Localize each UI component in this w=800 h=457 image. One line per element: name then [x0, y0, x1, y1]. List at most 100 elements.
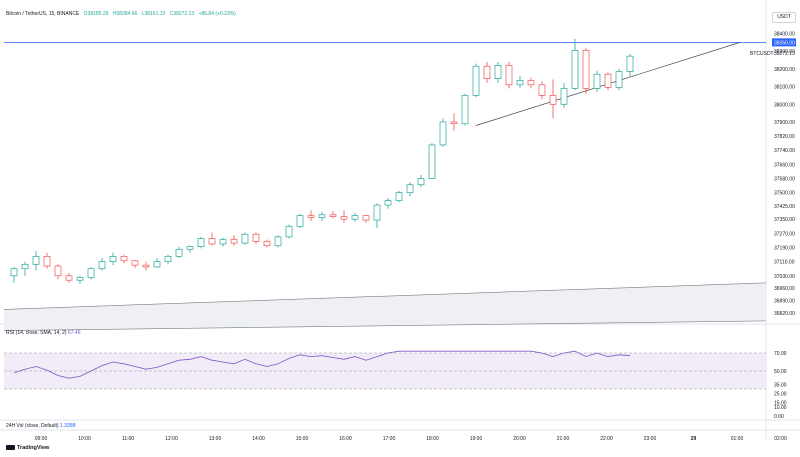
- candle-body: [461, 95, 469, 125]
- time-tick-label: 02:00: [774, 436, 787, 442]
- candle-body: [329, 214, 337, 217]
- candle-body: [593, 73, 601, 89]
- ohlc-high: H38284.66: [112, 11, 138, 17]
- time-tick-label: 19:00: [470, 436, 483, 442]
- price-tick-label: 37270.00: [774, 231, 795, 237]
- price-tick-label: 37580.00: [774, 177, 795, 183]
- candle-body: [340, 216, 348, 220]
- time-tick-label: 11:00: [122, 436, 134, 442]
- price-tick-label: 38200.00: [774, 67, 795, 73]
- tradingview-logo[interactable]: TradingView: [6, 445, 49, 451]
- rsi-tick-label: 35.00: [774, 383, 787, 389]
- rsi-tick-label: 70.00: [774, 351, 787, 357]
- candle-body: [21, 263, 29, 270]
- candle-body: [516, 80, 524, 86]
- candle-body: [549, 95, 557, 105]
- symbol-price-tag-name: BTCUSDT: [750, 51, 774, 57]
- candle-body: [373, 204, 381, 221]
- candle-body: [43, 255, 51, 267]
- price-tick-label: 37350.00: [774, 217, 795, 223]
- time-tick-label: 10:00: [78, 436, 91, 442]
- price-tick-label: 37660.00: [774, 162, 795, 168]
- time-tick-label: 15:00: [296, 436, 309, 442]
- candle-body: [417, 178, 425, 186]
- time-tick-label: 18:00: [426, 436, 439, 442]
- candle-body: [362, 215, 370, 221]
- candle-body: [483, 65, 491, 79]
- candle-body: [571, 49, 579, 89]
- channel-upper-line: [3, 282, 767, 310]
- candle-body: [65, 275, 73, 281]
- candle-body: [439, 121, 447, 146]
- candle-body: [76, 277, 84, 281]
- rsi-tick-label: 50.00: [774, 369, 787, 375]
- candle-body: [318, 214, 326, 218]
- alert-price-tag-label: 38350.00: [774, 40, 795, 46]
- candle-body: [252, 233, 260, 242]
- candle-body: [428, 144, 436, 179]
- chart-header: Bitcoin / TetherUS, 15, BINANCE O38185.2…: [6, 11, 239, 17]
- channel-fill: [4, 282, 766, 331]
- rsi-value: 67.46: [67, 330, 81, 336]
- candle-body: [351, 215, 359, 220]
- price-tick-label: 36960.00: [774, 286, 795, 292]
- candle-body: [274, 236, 282, 247]
- rsi-title: RSI (14, close, SMA, 14, 2): [6, 330, 67, 336]
- time-tick-label: 09:00: [35, 436, 48, 442]
- time-tick-label: 29: [691, 436, 697, 442]
- candle-body: [241, 233, 249, 244]
- time-tick-label: 22:00: [600, 436, 613, 442]
- candle-body: [87, 268, 95, 278]
- symbol-price-tag-value: 38272.13: [774, 51, 795, 57]
- candle-body: [494, 65, 502, 79]
- ohlc-change: +86.84 (+0.23%): [198, 11, 236, 17]
- price-tick-label: 38400.00: [774, 32, 795, 38]
- rsi-legend[interactable]: RSI (14, close, SMA, 14, 2) 67.46: [6, 330, 81, 336]
- rsi-tick-label: 15.00: [774, 401, 787, 407]
- price-tick-label: 37110.00: [774, 260, 795, 266]
- price-tick-label: 38300.00: [774, 49, 795, 55]
- candle-body: [626, 55, 634, 72]
- time-tick-label: 20:00: [513, 436, 526, 442]
- currency-button[interactable]: USDT: [772, 12, 796, 23]
- time-tick-label: 01:00: [731, 436, 744, 442]
- candle-body: [615, 71, 623, 88]
- channel-lower-line: [3, 320, 767, 331]
- volume-value: 1.335B: [59, 423, 76, 429]
- candle-body: [120, 255, 128, 262]
- candle-body: [472, 65, 480, 96]
- time-tick-label: 12:00: [165, 436, 178, 442]
- candle-body: [604, 73, 612, 88]
- candle-body: [208, 238, 216, 245]
- candle-body: [263, 240, 271, 247]
- volume-legend[interactable]: 24H Vol (close, Default) 1.335B: [6, 423, 76, 429]
- candle-body: [406, 184, 414, 194]
- price-tick-label: 38100.00: [774, 85, 795, 91]
- candle-body: [560, 88, 568, 105]
- rsi-tick-label: 0.00: [774, 414, 784, 420]
- candle-body: [450, 121, 458, 125]
- time-tick-label: 14:00: [252, 436, 265, 442]
- candle-body: [98, 261, 106, 270]
- candle-body: [142, 264, 150, 268]
- candle-body: [307, 215, 315, 218]
- tradingview-icon: [6, 445, 15, 451]
- alert-price-tag: [772, 38, 796, 47]
- symbol-title[interactable]: Bitcoin / TetherUS, 15, BINANCE: [6, 11, 80, 17]
- time-tick-label: 17:00: [383, 436, 396, 442]
- ohlc-low: L38161.13: [141, 11, 166, 17]
- candle-body: [32, 255, 40, 265]
- candle-body: [219, 239, 227, 245]
- price-tick-label: 37500.00: [774, 191, 795, 197]
- price-tick-label: 37900.00: [774, 120, 795, 126]
- rsi-tick-label: 25.00: [774, 392, 787, 398]
- price-tick-label: 38000.00: [774, 102, 795, 108]
- candle-body: [505, 65, 513, 86]
- time-tick-label: 23:00: [644, 436, 657, 442]
- price-tick-label: 37190.00: [774, 246, 795, 252]
- price-tick-label: 37740.00: [774, 148, 795, 154]
- candle-body: [582, 49, 590, 89]
- rsi-tick-label: 10.00: [774, 405, 787, 411]
- price-tick-label: 36890.00: [774, 299, 795, 305]
